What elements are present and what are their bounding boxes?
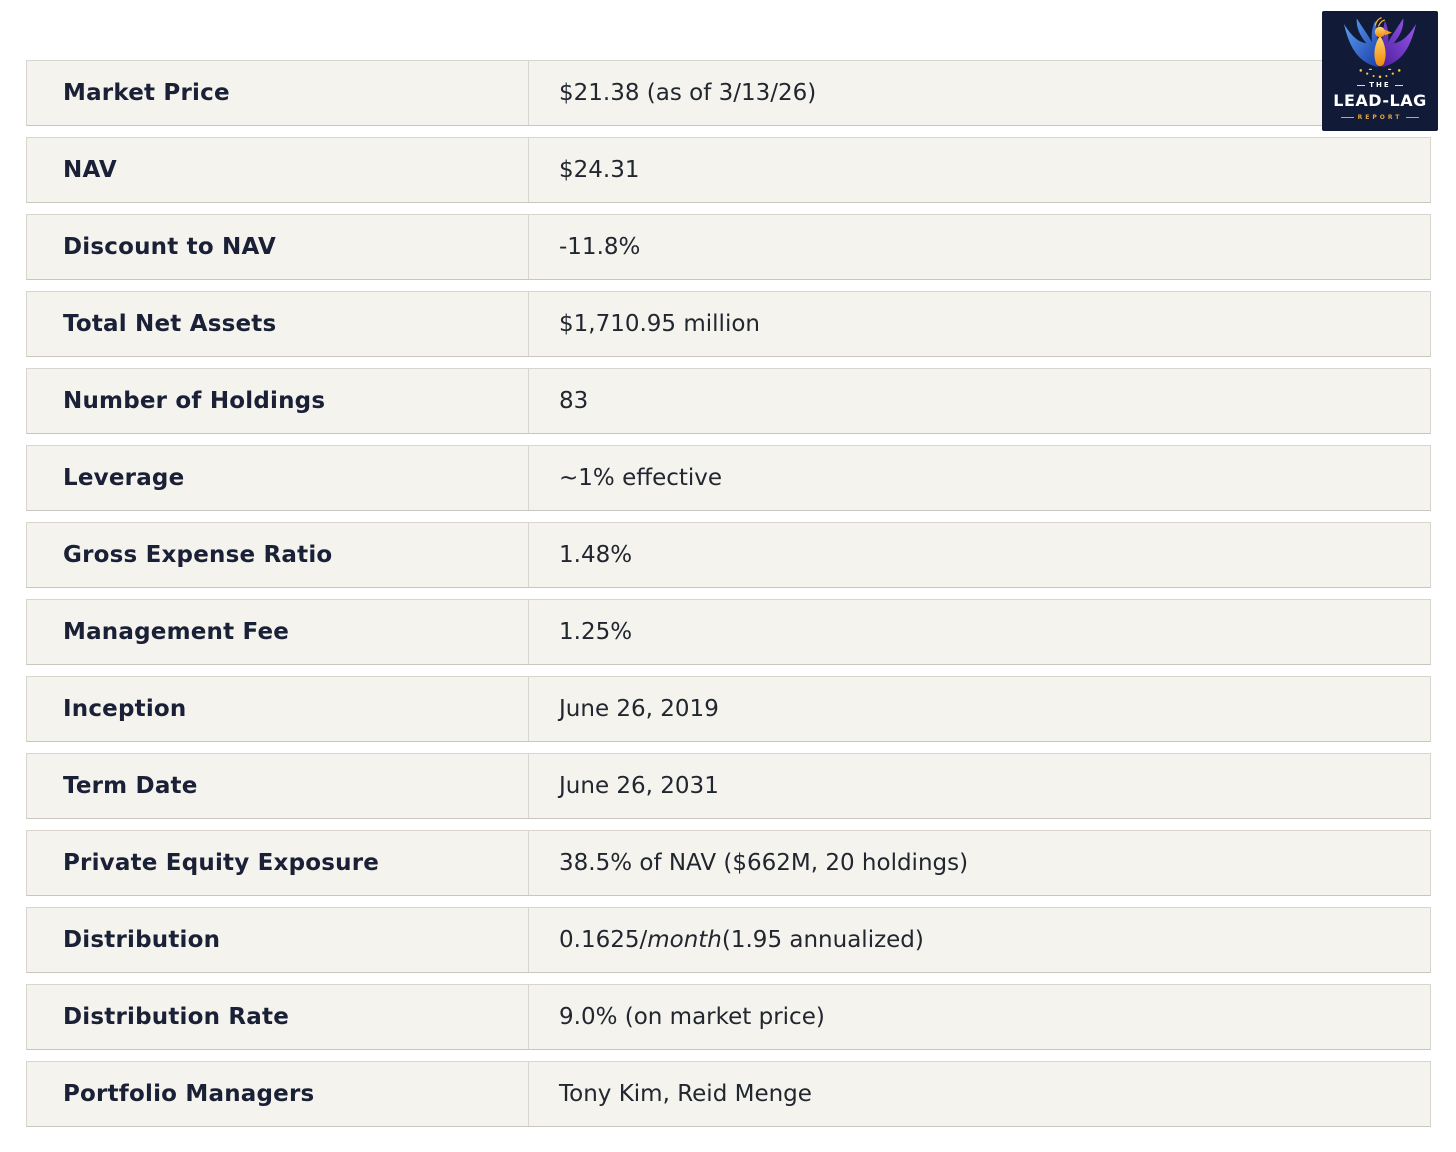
table-row: Leverage ~1% effective [26,445,1431,511]
row-value: $21.38 (as of 3/13/26) [559,80,817,106]
row-label: Private Equity Exposure [27,831,529,895]
table-row: Inception June 26, 2019 [26,676,1431,742]
row-value: 1.48% [559,542,633,568]
table-row: Private Equity Exposure 38.5% of NAV ($6… [26,830,1431,896]
row-value: 38.5% of NAV ($662M, 20 holdings) [559,850,969,876]
table-row: Number of Holdings 83 [26,368,1431,434]
logo-line-right [1406,117,1420,118]
row-value: Tony Kim, Reid Menge [559,1081,812,1107]
row-label: Market Price [27,61,529,125]
table-row: Distribution Rate 9.0% (on market price) [26,984,1431,1050]
phoenix-icon [1344,16,1416,79]
logo-report-line: REPORT [1340,114,1420,121]
row-label: Distribution [27,908,529,972]
logo-dash-left [1357,84,1366,86]
table-row: Total Net Assets $1,710.95 million [26,291,1431,357]
row-label: Total Net Assets [27,292,529,356]
row-label: Gross Expense Ratio [27,523,529,587]
table-row: Market Price $21.38 (as of 3/13/26) [26,60,1431,126]
table-row: NAV $24.31 [26,137,1431,203]
row-value: -11.8% [559,234,641,260]
row-value: June 26, 2031 [559,773,719,799]
table-row: Distribution 0.1625/month (1.95 annualize… [26,907,1431,973]
row-label: Discount to NAV [27,215,529,279]
row-value: 83 [559,388,589,414]
logo-the-text: THE [1369,81,1391,89]
row-value: 0.1625/month (1.95 annualized) [529,908,1430,972]
row-label: Leverage [27,446,529,510]
logo-line-left [1340,117,1354,118]
row-label: Number of Holdings [27,369,529,433]
distribution-value-italic: month [647,927,722,953]
distribution-value-prefix: 0.1625/ [559,927,648,953]
row-value: June 26, 2019 [559,696,719,722]
table-row: Management Fee 1.25% [26,599,1431,665]
row-label: NAV [27,138,529,202]
row-value: 9.0% (on market price) [559,1004,825,1030]
row-value: $24.31 [559,157,640,183]
logo-report-text: REPORT [1357,114,1403,121]
row-label: Distribution Rate [27,985,529,1049]
row-value: ~1% effective [559,465,723,491]
row-label: Portfolio Managers [27,1062,529,1126]
row-label: Term Date [27,754,529,818]
row-value: 1.25% [559,619,633,645]
table-row: Portfolio Managers Tony Kim, Reid Menge [26,1061,1431,1127]
table-row: Term Date June 26, 2031 [26,753,1431,819]
row-value: $1,710.95 million [559,311,760,337]
fund-facts-table: Market Price $21.38 (as of 3/13/26) NAV … [26,60,1431,1138]
row-label: Inception [27,677,529,741]
row-label: Management Fee [27,600,529,664]
table-row: Gross Expense Ratio 1.48% [26,522,1431,588]
lead-lag-report-logo: THE LEAD-LAG REPORT [1322,11,1438,131]
logo-the-line: THE [1357,81,1403,89]
table-row: Discount to NAV -11.8% [26,214,1431,280]
logo-title: LEAD-LAG [1333,91,1427,110]
logo-dash-right [1394,84,1403,86]
distribution-value-suffix: (1.95 annualized) [721,927,924,953]
